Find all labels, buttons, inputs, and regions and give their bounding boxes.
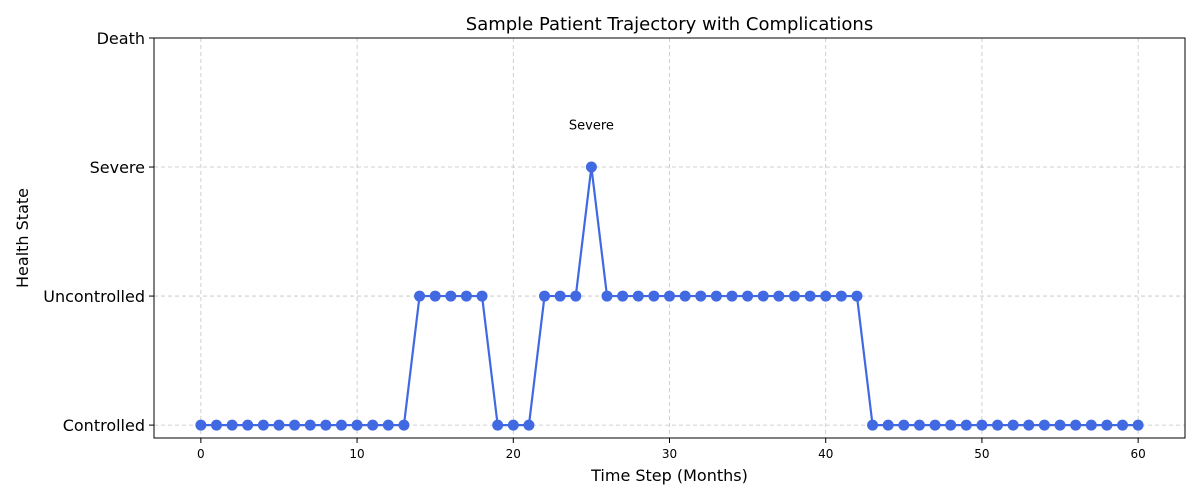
data-point — [757, 290, 769, 302]
data-point — [1101, 419, 1113, 431]
data-point — [679, 290, 691, 302]
data-point — [1023, 419, 1035, 431]
data-point — [804, 290, 816, 302]
data-point — [1085, 419, 1097, 431]
y-tick-label: Severe — [90, 158, 145, 177]
data-point — [664, 290, 675, 302]
axis-layer: 0 10 20 30 40 50 60 Controlled Uncontrolled Sever… — [43, 29, 1146, 461]
y-tick-label: Controlled — [63, 416, 145, 435]
data-point — [554, 290, 566, 302]
data-point — [429, 290, 441, 302]
data-point — [929, 419, 941, 431]
data-point — [726, 290, 738, 302]
data-point — [460, 290, 472, 302]
data-point — [1054, 419, 1066, 431]
data-point — [1038, 419, 1050, 431]
y-tick-label: Death — [97, 29, 145, 48]
data-point — [882, 419, 894, 431]
data-point — [1132, 419, 1144, 431]
data-point — [820, 290, 832, 302]
data-point — [851, 290, 863, 302]
data-point — [335, 419, 347, 431]
data-point — [913, 419, 925, 431]
data-point — [898, 419, 910, 431]
data-point — [773, 290, 785, 302]
data-point — [1117, 419, 1129, 431]
data-point — [601, 290, 613, 302]
x-tick-label: 0 — [197, 447, 205, 461]
data-point — [648, 290, 660, 302]
annotation-layer: Severe — [569, 118, 614, 133]
data-point — [351, 419, 363, 431]
x-axis-label: Time Step (Months) — [590, 466, 748, 485]
data-point — [617, 290, 629, 302]
data-point — [257, 419, 269, 431]
data-point — [476, 290, 488, 302]
data-point — [835, 290, 847, 302]
x-tick-label: 30 — [662, 447, 677, 461]
x-tick-label: 60 — [1130, 447, 1145, 461]
data-point — [382, 419, 394, 431]
data-point — [445, 290, 457, 302]
y-axis-label: Health State — [13, 188, 32, 288]
data-point — [992, 419, 1004, 431]
data-point — [788, 290, 800, 302]
data-point — [570, 290, 582, 302]
series-layer — [195, 161, 1144, 431]
data-point — [523, 419, 535, 431]
data-point — [492, 419, 504, 431]
data-point — [867, 419, 879, 431]
data-point — [242, 419, 254, 431]
data-point — [367, 419, 379, 431]
data-point — [226, 419, 238, 431]
data-point — [320, 419, 332, 431]
x-tick-label: 40 — [818, 447, 833, 461]
y-tick-label: Uncontrolled — [43, 287, 145, 306]
data-point — [195, 419, 207, 431]
data-point — [210, 419, 222, 431]
data-point — [289, 419, 301, 431]
data-point — [632, 290, 644, 302]
grid-layer — [154, 37, 1185, 438]
data-point — [304, 419, 316, 431]
data-point — [414, 290, 426, 302]
data-point — [945, 419, 957, 431]
data-point — [960, 419, 972, 431]
data-point — [539, 290, 551, 302]
x-tick-label: 20 — [506, 447, 521, 461]
data-point — [398, 419, 410, 431]
data-point — [273, 419, 285, 431]
annotation-label: Severe — [569, 118, 614, 133]
data-point — [695, 290, 707, 302]
data-point — [742, 290, 754, 302]
data-point — [976, 419, 988, 431]
data-point — [1070, 419, 1082, 431]
chart-title: Sample Patient Trajectory with Complicat… — [466, 14, 873, 35]
x-tick-label: 10 — [349, 447, 364, 461]
data-point — [507, 419, 519, 431]
data-point — [585, 161, 597, 173]
data-point — [1007, 419, 1019, 431]
data-point — [710, 290, 722, 302]
x-tick-label: 50 — [974, 447, 989, 461]
